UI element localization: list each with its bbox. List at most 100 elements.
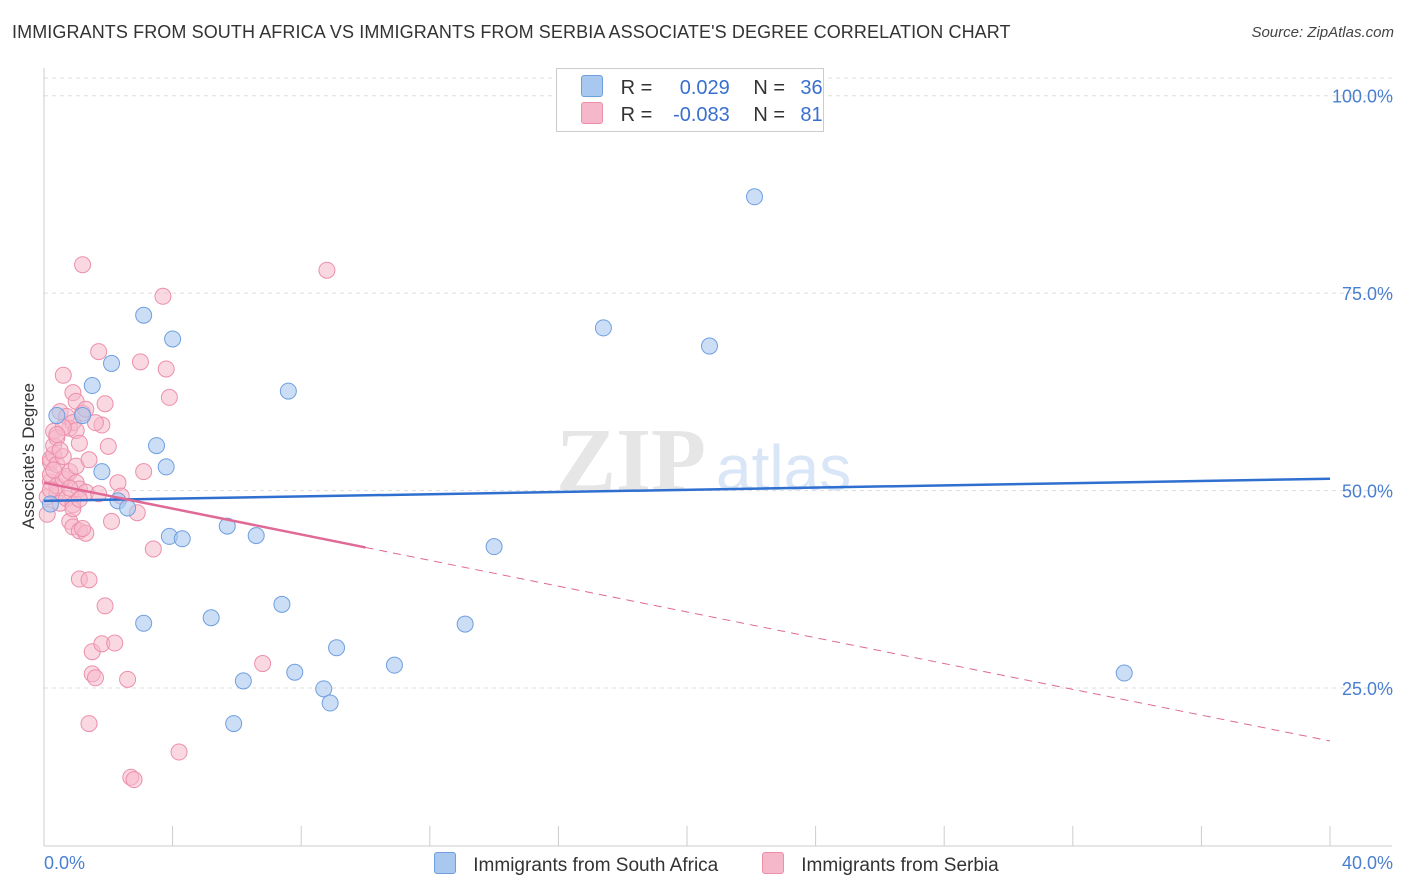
legend-n-value: 36: [800, 77, 823, 99]
legend-r-label: R =: [620, 104, 653, 126]
legend-r-label: R =: [620, 77, 653, 99]
south-africa-point: [225, 715, 243, 733]
serbia-point: [144, 540, 162, 558]
serbia-point: [318, 261, 336, 279]
south-africa-point: [135, 306, 153, 324]
serbia-point: [157, 360, 175, 378]
trend-line-serbia: [43, 481, 366, 549]
legend-label-serbia: Immigrants from Serbia: [801, 855, 999, 876]
south-africa-point: [485, 538, 503, 556]
serbia-point: [45, 461, 63, 479]
south-africa-point: [148, 437, 166, 455]
pink-swatch: [581, 102, 603, 124]
serbia-point: [48, 426, 66, 444]
gridlines: [44, 77, 1392, 689]
south-africa-point: [321, 694, 339, 712]
blue-swatch: [581, 75, 603, 97]
south-africa-point: [202, 609, 220, 627]
south-africa-point: [701, 337, 719, 355]
tick-labels: 25.0% 50.0% 75.0% 100.0% 0.0% 40.0%: [44, 87, 1393, 873]
legend-label-south-africa: Immigrants from South Africa: [473, 855, 719, 876]
south-africa-point: [234, 672, 252, 690]
south-africa-point: [93, 463, 111, 481]
trend-line-south-africa: [43, 477, 1331, 503]
y-tick-label: 100.0%: [1332, 87, 1393, 107]
south-africa-point: [103, 354, 121, 372]
south-africa-point: [119, 499, 137, 517]
blue-swatch: [434, 852, 456, 874]
serbia-point: [131, 353, 149, 371]
legend-r-value: 0.029: [679, 77, 730, 99]
serbia-point: [90, 343, 108, 361]
trend-lines: [43, 477, 1331, 742]
south-africa-point: [74, 407, 92, 425]
watermark-zip: ZIP: [556, 411, 706, 510]
serbia-point: [70, 434, 88, 452]
south-africa-points: [41, 85, 1133, 733]
legend-item-south-africa: Immigrants from South Africa: [434, 852, 718, 878]
south-africa-point: [48, 407, 66, 425]
legend-r-value: -0.083: [673, 104, 730, 126]
south-africa-point: [157, 458, 175, 476]
serbia-point: [154, 287, 172, 305]
serbia-point: [54, 366, 72, 384]
serbia-point: [51, 441, 69, 459]
stats-legend: R = 0.029 N = 36 R = -0.083 N = 81: [556, 68, 824, 132]
serbia-point: [80, 571, 98, 589]
serbia-point: [80, 451, 98, 469]
south-africa-point: [135, 614, 153, 632]
serbia-point: [74, 520, 92, 538]
serbia-point: [74, 256, 92, 274]
legend-n-label: N =: [753, 104, 786, 126]
y-tick-label: 25.0%: [1342, 679, 1393, 699]
pink-swatch: [762, 852, 784, 874]
south-africa-point: [173, 530, 191, 548]
watermark-atlas: atlas: [716, 432, 851, 504]
serbia-point: [135, 463, 153, 481]
south-africa-point: [273, 595, 291, 613]
south-africa-point: [164, 330, 182, 348]
south-africa-point: [456, 615, 474, 633]
serbia-point: [86, 414, 104, 432]
serbia-point: [99, 437, 117, 455]
y-axis-label: Associate's Degree: [19, 383, 38, 529]
zipatlas-watermark: ZIP atlas: [556, 411, 851, 510]
serbia-point: [86, 669, 104, 687]
trend-line-serbia-extrapolated: [365, 546, 1331, 742]
y-tick-label: 50.0%: [1342, 482, 1393, 502]
y-tick-label: 75.0%: [1342, 284, 1393, 304]
serbia-point: [119, 670, 137, 688]
south-africa-point: [385, 656, 403, 674]
serbia-point: [254, 655, 272, 673]
south-africa-point: [247, 527, 265, 545]
legend-row-serbia: R = -0.083 N = 81: [581, 102, 823, 128]
south-africa-point: [279, 382, 297, 400]
legend-row-south-africa: R = 0.029 N = 36: [581, 75, 823, 101]
legend-n-label: N =: [753, 77, 786, 99]
south-africa-point: [328, 639, 346, 657]
south-africa-point: [1115, 664, 1133, 682]
south-africa-point: [83, 377, 101, 395]
x-tick-label-max: 40.0%: [1342, 853, 1393, 873]
serbia-point: [170, 743, 188, 761]
x-tick-label-min: 0.0%: [44, 853, 85, 873]
south-africa-point: [218, 517, 236, 535]
source-label: Source: ZipAtlas.com: [1251, 24, 1394, 41]
south-africa-point: [594, 319, 612, 337]
chart-title: IMMIGRANTS FROM SOUTH AFRICA VS IMMIGRAN…: [12, 22, 1011, 42]
serbia-point: [96, 597, 114, 615]
serbia-points: [38, 256, 336, 789]
serbia-point: [96, 395, 114, 413]
serbia-point: [80, 715, 98, 733]
legend-item-serbia: Immigrants from Serbia: [762, 852, 999, 878]
south-africa-point: [41, 495, 59, 513]
serbia-point: [125, 771, 143, 789]
serbia-point: [106, 634, 124, 652]
south-africa-point: [315, 680, 333, 698]
legend-n-value: 81: [800, 104, 823, 126]
south-africa-point: [286, 663, 304, 681]
south-africa-point: [746, 188, 764, 206]
serbia-point: [103, 512, 121, 530]
serbia-point: [160, 388, 178, 406]
